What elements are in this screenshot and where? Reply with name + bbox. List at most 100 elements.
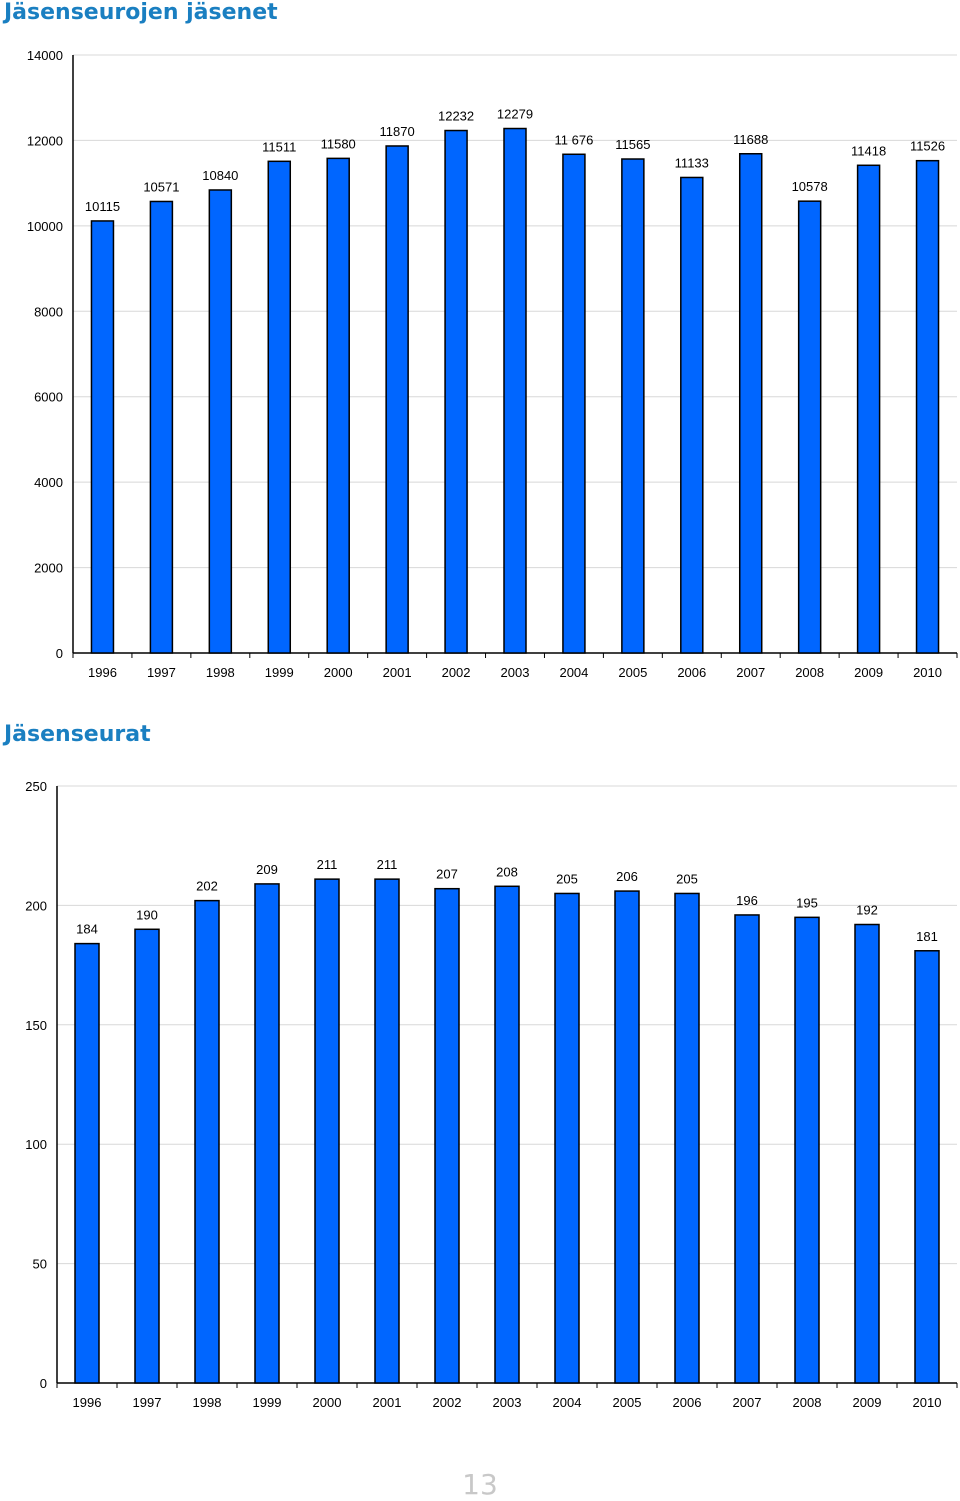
bar: [915, 159, 940, 654]
x-tick-label: 2007: [736, 665, 765, 680]
bar: [444, 129, 468, 654]
x-tick-label: 2010: [913, 665, 942, 680]
data-label: 11870: [380, 124, 415, 139]
bar: [797, 200, 822, 654]
x-tick-label: 1997: [133, 1395, 162, 1410]
x-tick-label: 2007: [733, 1395, 762, 1410]
bar: [734, 914, 760, 1384]
x-tick-label: 2010: [913, 1395, 942, 1410]
data-label: 192: [856, 903, 878, 918]
data-label: 195: [796, 895, 818, 910]
data-label: 211: [317, 857, 338, 872]
y-tick-label: 10000: [27, 219, 63, 234]
bar: [90, 220, 115, 654]
x-tick-label: 2001: [383, 665, 412, 680]
bar: [562, 153, 586, 654]
x-tick-label: 1996: [73, 1395, 102, 1410]
data-label: 11 676: [555, 132, 594, 147]
bar: [914, 950, 940, 1384]
y-tick-label: 250: [25, 779, 47, 794]
data-label: 208: [496, 864, 518, 879]
bar: [494, 885, 520, 1384]
x-tick-label: 1999: [265, 665, 294, 680]
y-tick-label: 0: [56, 646, 63, 661]
bar: [74, 942, 100, 1384]
bar: [680, 176, 704, 654]
data-label: 11688: [733, 132, 768, 147]
x-tick-label: 2009: [853, 1395, 882, 1410]
page-number: 13: [462, 1468, 498, 1501]
members-bar-chart: 0 2000 4000 6000 8000 10000 12000 14000 1996 1011…: [27, 48, 958, 680]
bar: [554, 892, 580, 1384]
y-tick-label: 150: [25, 1018, 47, 1033]
x-tick-label: 2005: [618, 665, 647, 680]
data-label: 205: [676, 871, 698, 886]
bar: [326, 157, 350, 654]
x-tick-label: 2000: [324, 665, 353, 680]
x-tick-label: 2003: [493, 1395, 522, 1410]
y-tick-label: 4000: [34, 475, 63, 490]
data-label: 10840: [202, 168, 238, 183]
x-tick-label: 1996: [88, 665, 117, 680]
x-tick-label: 2000: [313, 1395, 342, 1410]
data-label: 181: [916, 929, 938, 944]
y-tick-label: 12000: [27, 133, 63, 148]
x-tick-label: 1998: [193, 1395, 222, 1410]
data-label: 11580: [321, 136, 356, 151]
y-tick-label: 8000: [34, 304, 63, 319]
x-tick-label: 2009: [854, 665, 883, 680]
data-label: 207: [436, 867, 458, 882]
data-label: 11418: [851, 143, 886, 158]
bar: [614, 890, 640, 1384]
y-tick-label: 14000: [27, 48, 63, 63]
bar: [314, 878, 340, 1384]
data-label: 196: [736, 893, 758, 908]
data-label: 11133: [675, 155, 709, 170]
x-tick-label: 2001: [373, 1395, 402, 1410]
x-tick-label: 2005: [613, 1395, 642, 1410]
bar: [794, 916, 820, 1384]
data-label: 206: [616, 869, 638, 884]
bar: [149, 200, 174, 654]
x-tick-label: 2002: [433, 1395, 462, 1410]
x-tick-label: 2006: [673, 1395, 702, 1410]
y-tick-label: 2000: [34, 561, 63, 576]
data-label: 190: [136, 907, 158, 922]
y-tick-label: 50: [33, 1257, 47, 1272]
bar: [267, 160, 292, 654]
bar: [738, 153, 763, 654]
data-label: 11565: [615, 137, 650, 152]
chart1-title: Jäsenseurojen jäsenet: [4, 0, 278, 25]
x-tick-label: 2008: [795, 665, 824, 680]
data-label: 10115: [85, 199, 120, 214]
clubs-bar-chart: 0 50 100 150 200 250 1996 184 1997 190 1998 202 1999…: [25, 779, 958, 1410]
bar: [503, 127, 527, 654]
data-label: 211: [377, 857, 398, 872]
data-label: 10578: [792, 179, 828, 194]
data-label: 12279: [497, 107, 533, 122]
bar: [254, 883, 280, 1384]
bar: [854, 923, 880, 1384]
x-tick-label: 1998: [206, 665, 235, 680]
chart2-title: Jäsenseurat: [4, 722, 151, 747]
x-tick-label: 2004: [553, 1395, 582, 1410]
x-tick-label: 1997: [147, 665, 176, 680]
x-tick-label: 2004: [559, 665, 588, 680]
bar: [194, 899, 220, 1384]
data-label: 184: [76, 922, 98, 937]
bar: [621, 158, 645, 654]
data-label: 10571: [143, 179, 179, 194]
bar: [856, 164, 881, 654]
bar: [385, 145, 409, 654]
data-label: 205: [556, 871, 578, 886]
data-label: 11511: [262, 139, 296, 154]
y-tick-label: 200: [25, 898, 47, 913]
data-label: 12232: [438, 109, 474, 124]
y-tick-label: 6000: [34, 390, 63, 405]
data-label: 202: [196, 879, 218, 894]
bar: [374, 878, 400, 1384]
bar: [434, 887, 460, 1384]
bar: [674, 892, 700, 1384]
data-label: 209: [256, 862, 278, 877]
x-tick-label: 2008: [793, 1395, 822, 1410]
